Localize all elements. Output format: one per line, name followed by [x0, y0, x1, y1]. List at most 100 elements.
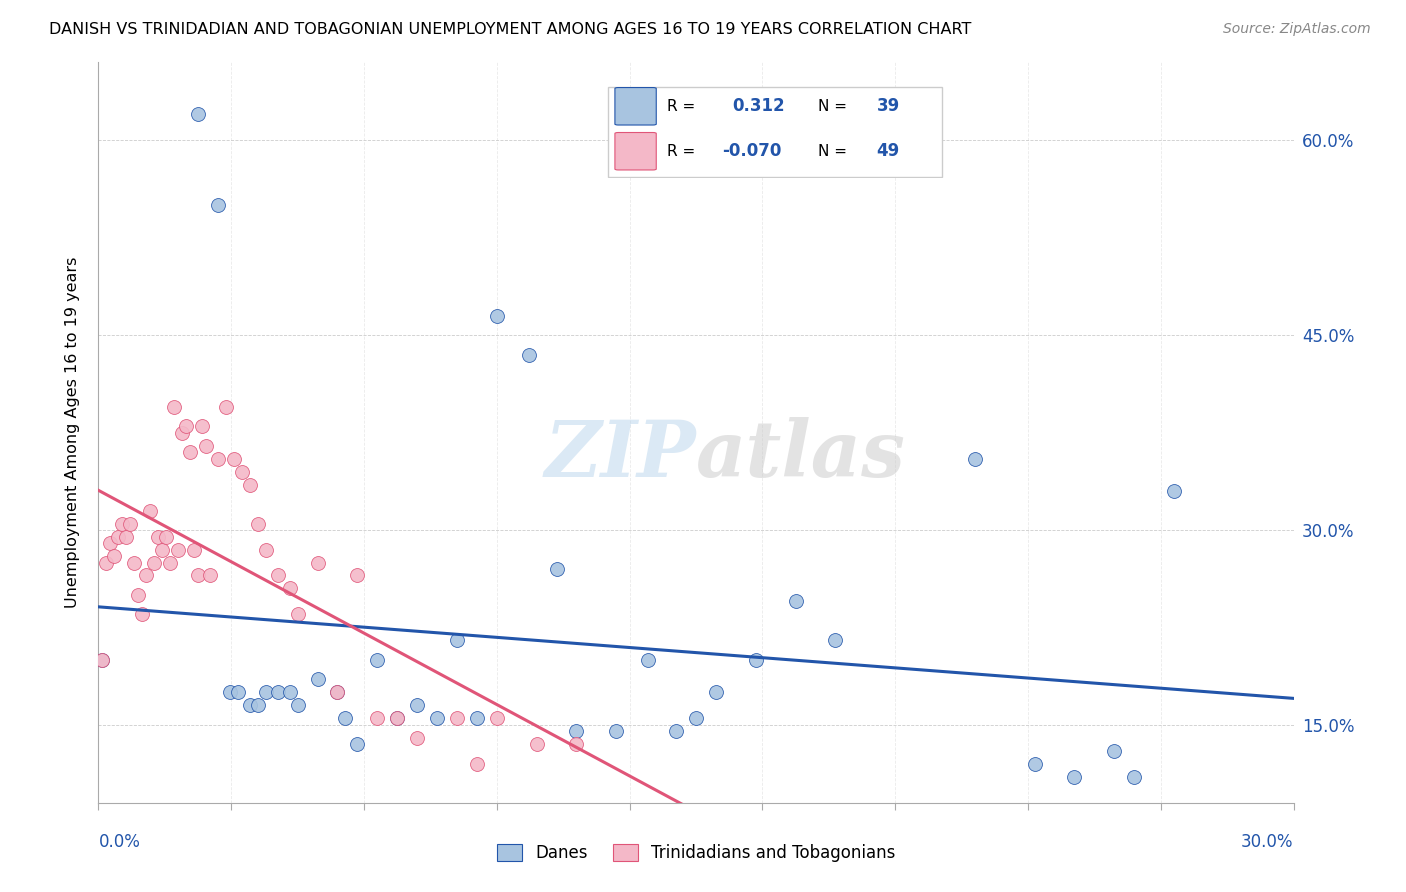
Point: [346, 737, 368, 751]
Point: [167, 542, 190, 557]
Point: [517, 348, 540, 362]
Point: [385, 711, 409, 725]
Point: [346, 568, 368, 582]
Point: [307, 556, 329, 570]
Point: [163, 400, 186, 414]
Point: [385, 711, 409, 725]
Point: [148, 529, 170, 543]
Text: 39: 39: [877, 97, 900, 115]
Text: N =: N =: [818, 99, 848, 114]
Point: [198, 568, 221, 582]
Point: [546, 562, 568, 576]
Point: [107, 529, 129, 543]
Point: [226, 685, 249, 699]
Point: [326, 685, 349, 699]
Point: [366, 653, 388, 667]
Point: [150, 542, 173, 557]
Point: [91, 653, 114, 667]
Point: [287, 698, 309, 713]
Point: [139, 503, 162, 517]
Text: DANISH VS TRINIDADIAN AND TOBAGONIAN UNEMPLOYMENT AMONG AGES 16 TO 19 YEARS CORR: DANISH VS TRINIDADIAN AND TOBAGONIAN UNE…: [49, 22, 972, 37]
Text: 0.0%: 0.0%: [98, 833, 141, 851]
Point: [239, 698, 262, 713]
Point: [222, 451, 245, 466]
Point: [465, 756, 488, 771]
Point: [326, 685, 349, 699]
Point: [159, 556, 181, 570]
Point: [1063, 770, 1085, 784]
Text: atlas: atlas: [696, 417, 905, 493]
Point: [406, 698, 429, 713]
Point: [111, 516, 134, 531]
Point: [267, 685, 290, 699]
Point: [446, 633, 468, 648]
Point: [605, 724, 627, 739]
Legend: Danes, Trinidadians and Tobagonians: Danes, Trinidadians and Tobagonians: [491, 837, 901, 869]
Text: Source: ZipAtlas.com: Source: ZipAtlas.com: [1223, 22, 1371, 37]
Point: [446, 711, 468, 725]
Point: [824, 633, 846, 648]
Point: [239, 477, 262, 491]
Point: [1024, 756, 1046, 771]
Point: [96, 556, 118, 570]
Point: [98, 536, 122, 550]
Point: [155, 529, 177, 543]
FancyBboxPatch shape: [614, 87, 657, 125]
Point: [207, 198, 229, 212]
Point: [143, 556, 166, 570]
Point: [785, 594, 807, 608]
Text: 0.312: 0.312: [733, 97, 785, 115]
Point: [426, 711, 449, 725]
Point: [1104, 744, 1126, 758]
Point: [219, 685, 242, 699]
Point: [246, 698, 269, 713]
Point: [195, 439, 218, 453]
Point: [91, 653, 114, 667]
Point: [135, 568, 157, 582]
Point: [267, 568, 290, 582]
Point: [124, 556, 146, 570]
Point: [685, 711, 707, 725]
Point: [191, 419, 214, 434]
Point: [246, 516, 269, 531]
Point: [183, 542, 205, 557]
Point: [187, 107, 209, 121]
Point: [287, 607, 309, 622]
Point: [307, 673, 329, 687]
Point: [366, 711, 388, 725]
Point: [278, 582, 301, 596]
Point: [485, 309, 508, 323]
Point: [131, 607, 153, 622]
Point: [745, 653, 768, 667]
Point: [215, 400, 238, 414]
Point: [127, 588, 149, 602]
Point: [465, 711, 488, 725]
Point: [704, 685, 727, 699]
Point: [637, 653, 659, 667]
FancyBboxPatch shape: [607, 87, 942, 177]
Point: [1163, 484, 1185, 499]
Point: [172, 425, 194, 440]
Point: [254, 542, 277, 557]
Point: [406, 731, 429, 745]
Y-axis label: Unemployment Among Ages 16 to 19 years: Unemployment Among Ages 16 to 19 years: [65, 257, 80, 608]
Point: [278, 685, 301, 699]
Point: [526, 737, 548, 751]
Point: [565, 724, 588, 739]
Point: [207, 451, 229, 466]
Point: [565, 737, 588, 751]
Point: [120, 516, 142, 531]
Point: [254, 685, 277, 699]
Text: 30.0%: 30.0%: [1241, 833, 1294, 851]
Text: N =: N =: [818, 144, 848, 159]
Point: [1123, 770, 1146, 784]
Point: [485, 711, 508, 725]
Point: [963, 451, 986, 466]
Point: [665, 724, 688, 739]
Point: [103, 549, 125, 563]
Text: -0.070: -0.070: [721, 142, 782, 161]
FancyBboxPatch shape: [614, 133, 657, 170]
Text: R =: R =: [666, 144, 695, 159]
Point: [115, 529, 138, 543]
Point: [335, 711, 357, 725]
